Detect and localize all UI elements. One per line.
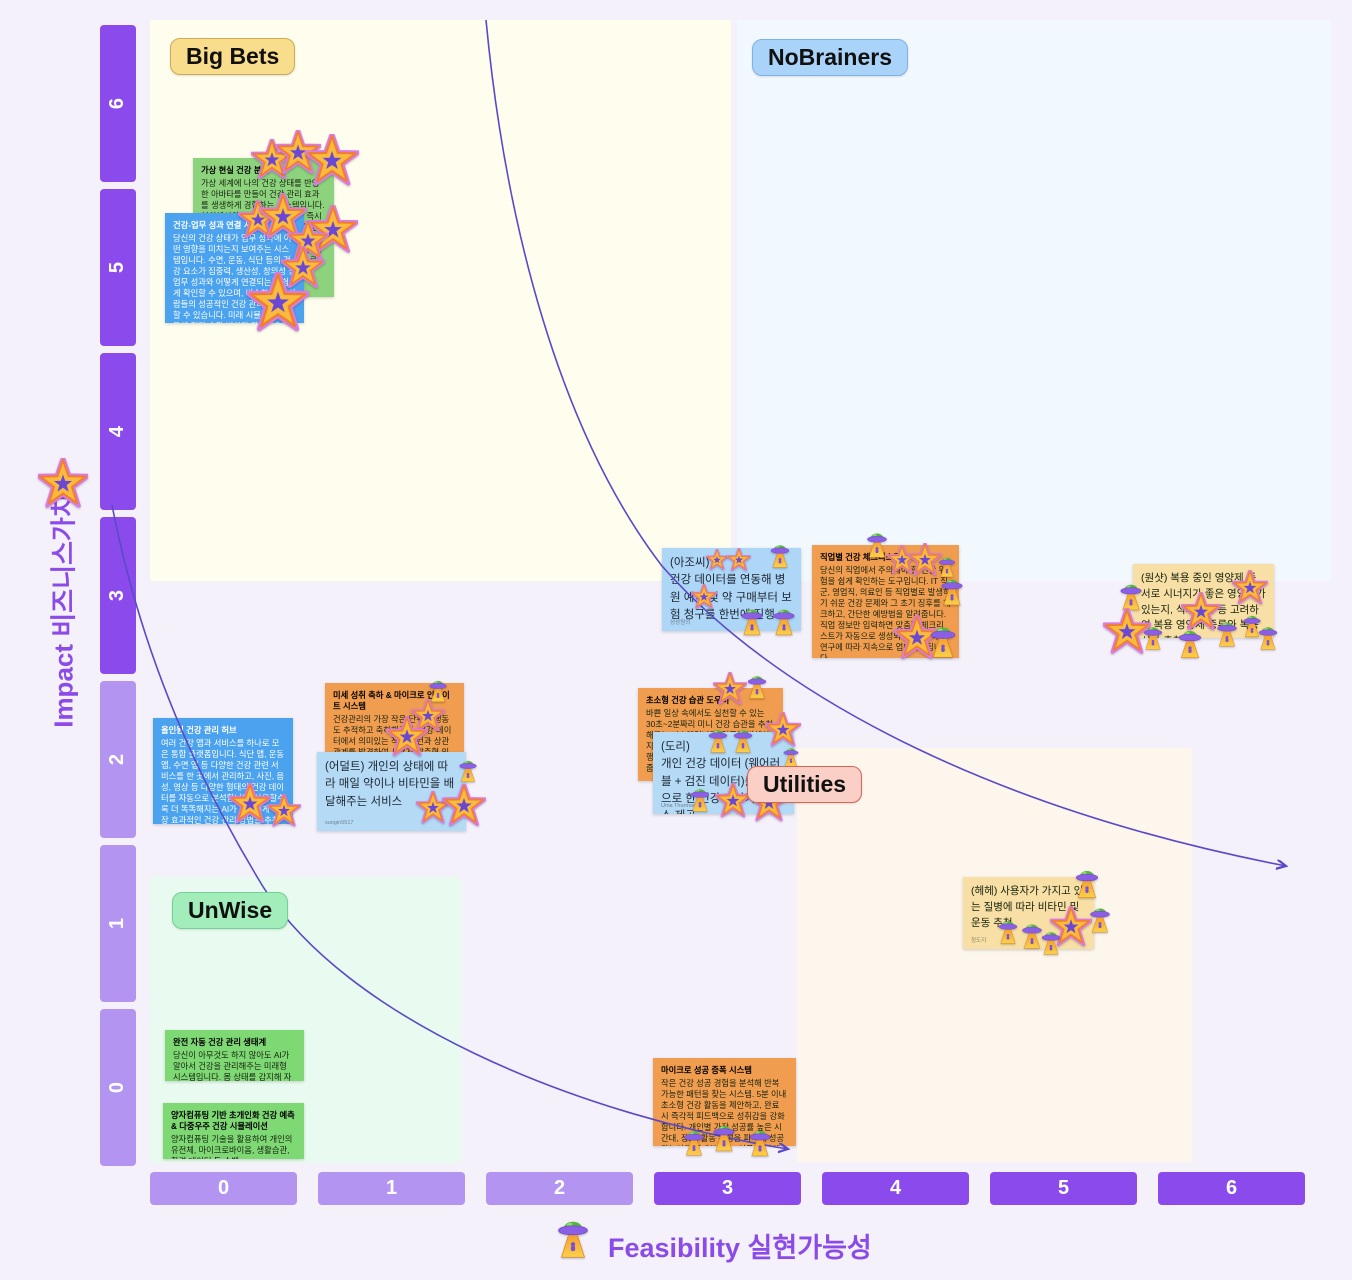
y-tick-5: 5 (100, 189, 136, 346)
note-title: 올인원 건강 관리 허브 (161, 725, 237, 735)
note-author: sungin5517 (325, 819, 354, 826)
ufo-sticker[interactable] (1253, 623, 1283, 653)
note-body: (헤헤) 사용자가 가지고 있는 질병에 따라 비타민 및 운동 추천 (971, 885, 1084, 929)
star-sticker[interactable] (229, 783, 271, 825)
star-sticker[interactable] (267, 794, 301, 828)
ufo-sticker[interactable] (1138, 623, 1168, 653)
impact-star-icon (38, 458, 88, 510)
quadrant-label-big-bets[interactable]: Big Bets (170, 38, 296, 75)
ufo-sticker[interactable] (923, 622, 963, 662)
star-sticker[interactable] (765, 712, 801, 748)
x-tick-3: 3 (654, 1172, 801, 1205)
quadrant-label-utilities[interactable]: Utilities (747, 766, 863, 803)
note-body: 당신의 건강 상태가 업무 성과에 어떤 영향을 미치는지 보여주는 시스템입니… (173, 233, 296, 323)
ufo-sticker[interactable] (743, 1126, 777, 1160)
ufo-sticker[interactable] (993, 917, 1023, 947)
ufo-sticker[interactable] (1069, 866, 1105, 902)
quadrant-label-unwise[interactable]: UnWise (172, 892, 289, 929)
x-tick-2: 2 (486, 1172, 633, 1205)
star-sticker[interactable] (1232, 570, 1268, 606)
y-tick-1: 1 (100, 845, 136, 1002)
x-tick-6: 6 (1158, 1172, 1305, 1205)
sticky-note-quantum-simulation[interactable]: 양자컴퓨팅 기반 초개인화 건강 예측 & 다중우주 건강 시뮬레이션 양자컴퓨… (163, 1103, 304, 1159)
star-sticker[interactable] (247, 272, 309, 334)
note-author: 청도지 (971, 937, 987, 944)
ufo-sticker[interactable] (454, 757, 482, 785)
y-tick-0: 0 (100, 1009, 136, 1166)
star-sticker[interactable] (691, 584, 717, 610)
ufo-sticker[interactable] (728, 726, 758, 756)
feasibility-ufo-icon (549, 1215, 597, 1263)
quadrant-nobrainers-area (737, 20, 1331, 581)
ufo-sticker[interactable] (707, 1121, 741, 1155)
note-title: 양자컴퓨팅 기반 초개인화 건강 예측 & 다중우주 건강 시뮬레이션 (171, 1110, 295, 1132)
ufo-sticker[interactable] (1036, 928, 1066, 958)
x-tick-4: 4 (822, 1172, 969, 1205)
star-sticker[interactable] (305, 134, 359, 188)
star-sticker[interactable] (281, 246, 325, 290)
star-sticker[interactable] (308, 205, 358, 255)
x-axis-label: Feasibility 실현가능성 (608, 1233, 872, 1263)
ufo-sticker[interactable] (765, 541, 795, 571)
star-sticker[interactable] (706, 549, 728, 571)
ufo-sticker[interactable] (935, 575, 969, 609)
y-tick-3: 3 (100, 517, 136, 674)
star-sticker[interactable] (715, 783, 751, 819)
star-sticker[interactable] (386, 716, 428, 758)
ufo-sticker[interactable] (735, 605, 769, 639)
star-sticker[interactable] (259, 193, 307, 241)
quadrant-utilities-area (797, 748, 1192, 1162)
note-title: 건강-업무 성과 연결 시스템 (173, 220, 267, 230)
star-sticker[interactable] (727, 548, 751, 572)
star-sticker[interactable] (287, 220, 329, 262)
note-body: 당신이 아무것도 하지 않아도 AI가 알아서 건강을 관리해주는 미래형 시스… (173, 1050, 292, 1081)
ufo-sticker[interactable] (1084, 904, 1116, 936)
x-tick-0: 0 (150, 1172, 297, 1205)
ufo-sticker[interactable] (1172, 626, 1208, 662)
ufo-sticker[interactable] (1016, 920, 1048, 952)
y-axis-label: Impact 비즈니스가치 (48, 493, 79, 728)
note-body: 양자컴퓨팅 기술을 활용하여 개인의 유전체, 마이크로바이옴, 생활습관, 환… (171, 1134, 293, 1159)
ufo-sticker[interactable] (678, 1127, 710, 1159)
y-tick-2: 2 (100, 681, 136, 838)
note-title: 마이크로 성공 증폭 시스템 (661, 1065, 752, 1075)
quadrant-label-nobrainers[interactable]: NoBrainers (752, 39, 908, 76)
sticky-note-auto-health-ecosystem[interactable]: 완전 자동 건강 관리 생태계 당신이 아무것도 하지 않아도 AI가 알아서 … (165, 1030, 304, 1081)
x-tick-1: 1 (318, 1172, 465, 1205)
x-tick-5: 5 (990, 1172, 1137, 1205)
note-title: 완전 자동 건강 관리 생태계 (173, 1037, 267, 1047)
note-title: 가상 현실 건강 분신 (201, 165, 269, 175)
ufo-sticker[interactable] (742, 672, 772, 702)
star-sticker[interactable] (275, 130, 321, 176)
star-sticker[interactable] (1050, 906, 1092, 948)
note-author: 성성원의 (670, 619, 691, 626)
y-tick-6: 6 (100, 25, 136, 182)
star-sticker[interactable] (442, 784, 486, 828)
ufo-sticker[interactable] (767, 605, 801, 639)
ufo-sticker[interactable] (685, 785, 715, 815)
y-tick-4: 4 (100, 353, 136, 510)
